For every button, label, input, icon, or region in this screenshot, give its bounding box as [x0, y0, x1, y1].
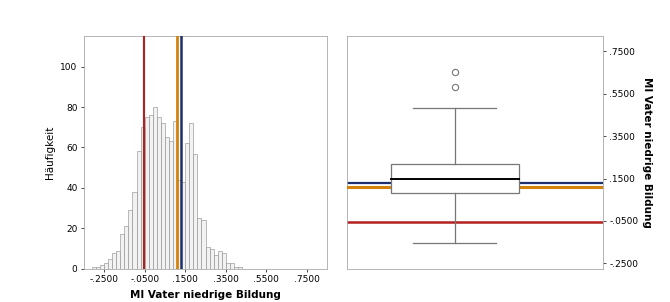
Bar: [185, 143, 190, 269]
Bar: [149, 115, 153, 269]
Bar: [112, 252, 116, 269]
Bar: [173, 121, 177, 269]
Bar: [108, 259, 112, 269]
Bar: [230, 263, 234, 269]
Bar: [190, 123, 194, 269]
Bar: [153, 107, 157, 269]
Bar: [161, 123, 165, 269]
Bar: [218, 251, 222, 269]
Bar: [157, 117, 161, 269]
Bar: [238, 267, 242, 269]
Bar: [177, 180, 181, 269]
Bar: [92, 267, 96, 269]
Bar: [226, 263, 230, 269]
Bar: [210, 249, 214, 269]
Bar: [198, 218, 202, 269]
Bar: [129, 210, 133, 269]
X-axis label: MI Vater niedrige Bildung: MI Vater niedrige Bildung: [130, 290, 281, 300]
Bar: [234, 267, 238, 269]
Bar: [165, 137, 169, 269]
Bar: [104, 263, 108, 269]
Bar: [125, 226, 129, 269]
FancyBboxPatch shape: [391, 164, 519, 193]
Bar: [133, 192, 137, 269]
Y-axis label: MI Vater niedrige Bildung: MI Vater niedrige Bildung: [643, 77, 653, 228]
Bar: [96, 267, 100, 269]
Bar: [181, 182, 185, 269]
Bar: [169, 141, 173, 269]
Bar: [100, 265, 104, 269]
Bar: [116, 251, 121, 269]
Bar: [137, 152, 141, 269]
Bar: [121, 234, 125, 269]
Bar: [206, 246, 210, 269]
Bar: [141, 127, 145, 269]
Bar: [222, 252, 226, 269]
Bar: [194, 153, 198, 269]
Bar: [145, 117, 149, 269]
Y-axis label: Häufigkeit: Häufigkeit: [45, 126, 55, 179]
Bar: [202, 220, 206, 269]
Bar: [214, 255, 218, 269]
